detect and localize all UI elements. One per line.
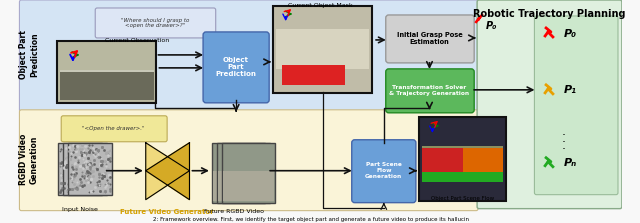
Text: Part Scene
Flow
Generation: Part Scene Flow Generation (365, 162, 403, 179)
Text: "Where should I grasp to
<open the drawer>?": "Where should I grasp to <open the drawe… (122, 18, 189, 28)
Text: Object
Part
Prediction: Object Part Prediction (216, 57, 257, 77)
FancyBboxPatch shape (68, 143, 112, 195)
FancyBboxPatch shape (534, 16, 618, 195)
Polygon shape (146, 143, 189, 200)
FancyBboxPatch shape (217, 143, 270, 203)
Text: Current Observation: Current Observation (105, 38, 169, 43)
Text: Object Part
Prediction: Object Part Prediction (19, 31, 39, 79)
Text: Transformation Solver
& Trajectory Generation: Transformation Solver & Trajectory Gener… (389, 85, 470, 96)
FancyBboxPatch shape (419, 117, 506, 201)
Text: Object Part Scene Flow: Object Part Scene Flow (431, 196, 494, 201)
Text: .: . (561, 125, 566, 138)
FancyBboxPatch shape (63, 143, 107, 195)
FancyBboxPatch shape (212, 143, 265, 203)
FancyBboxPatch shape (422, 146, 503, 172)
FancyBboxPatch shape (386, 69, 474, 113)
Text: Pₙ: Pₙ (564, 158, 577, 168)
FancyBboxPatch shape (218, 171, 269, 201)
FancyBboxPatch shape (19, 0, 478, 112)
Text: P₀: P₀ (564, 29, 577, 39)
FancyBboxPatch shape (422, 148, 463, 172)
FancyBboxPatch shape (223, 171, 274, 201)
Polygon shape (146, 143, 189, 200)
FancyBboxPatch shape (203, 32, 269, 103)
FancyBboxPatch shape (221, 143, 275, 203)
FancyBboxPatch shape (60, 70, 154, 100)
Text: "<Open the drawer>.": "<Open the drawer>." (83, 126, 145, 131)
FancyBboxPatch shape (61, 116, 167, 142)
FancyBboxPatch shape (422, 172, 503, 182)
Text: RGBD Video
Generation: RGBD Video Generation (19, 134, 39, 185)
Text: Future RGBD Video: Future RGBD Video (204, 209, 264, 214)
FancyBboxPatch shape (58, 143, 102, 195)
Text: P₁: P₁ (564, 85, 577, 95)
Text: Initial Grasp Pose
Estimation: Initial Grasp Pose Estimation (397, 32, 462, 45)
Text: Future Video Generator: Future Video Generator (120, 209, 214, 215)
FancyBboxPatch shape (95, 8, 216, 38)
Text: P₀: P₀ (486, 21, 497, 31)
Text: .: . (561, 132, 566, 145)
Text: Robotic Trajectory Planning: Robotic Trajectory Planning (473, 9, 625, 19)
FancyBboxPatch shape (282, 65, 345, 85)
FancyBboxPatch shape (352, 140, 416, 203)
Text: .: . (561, 139, 566, 152)
FancyBboxPatch shape (276, 29, 369, 69)
Text: Input Noise: Input Noise (61, 207, 98, 212)
FancyBboxPatch shape (386, 15, 474, 63)
FancyBboxPatch shape (60, 72, 154, 100)
FancyBboxPatch shape (58, 41, 156, 103)
FancyBboxPatch shape (273, 6, 372, 93)
Text: Current Object Mask: Current Object Mask (287, 3, 352, 8)
FancyBboxPatch shape (19, 110, 478, 211)
FancyBboxPatch shape (477, 0, 622, 209)
FancyBboxPatch shape (463, 148, 503, 172)
FancyBboxPatch shape (212, 171, 264, 201)
Text: 2: Framework overview. First, we identify the target object part and generate a : 2: Framework overview. First, we identif… (153, 217, 469, 222)
